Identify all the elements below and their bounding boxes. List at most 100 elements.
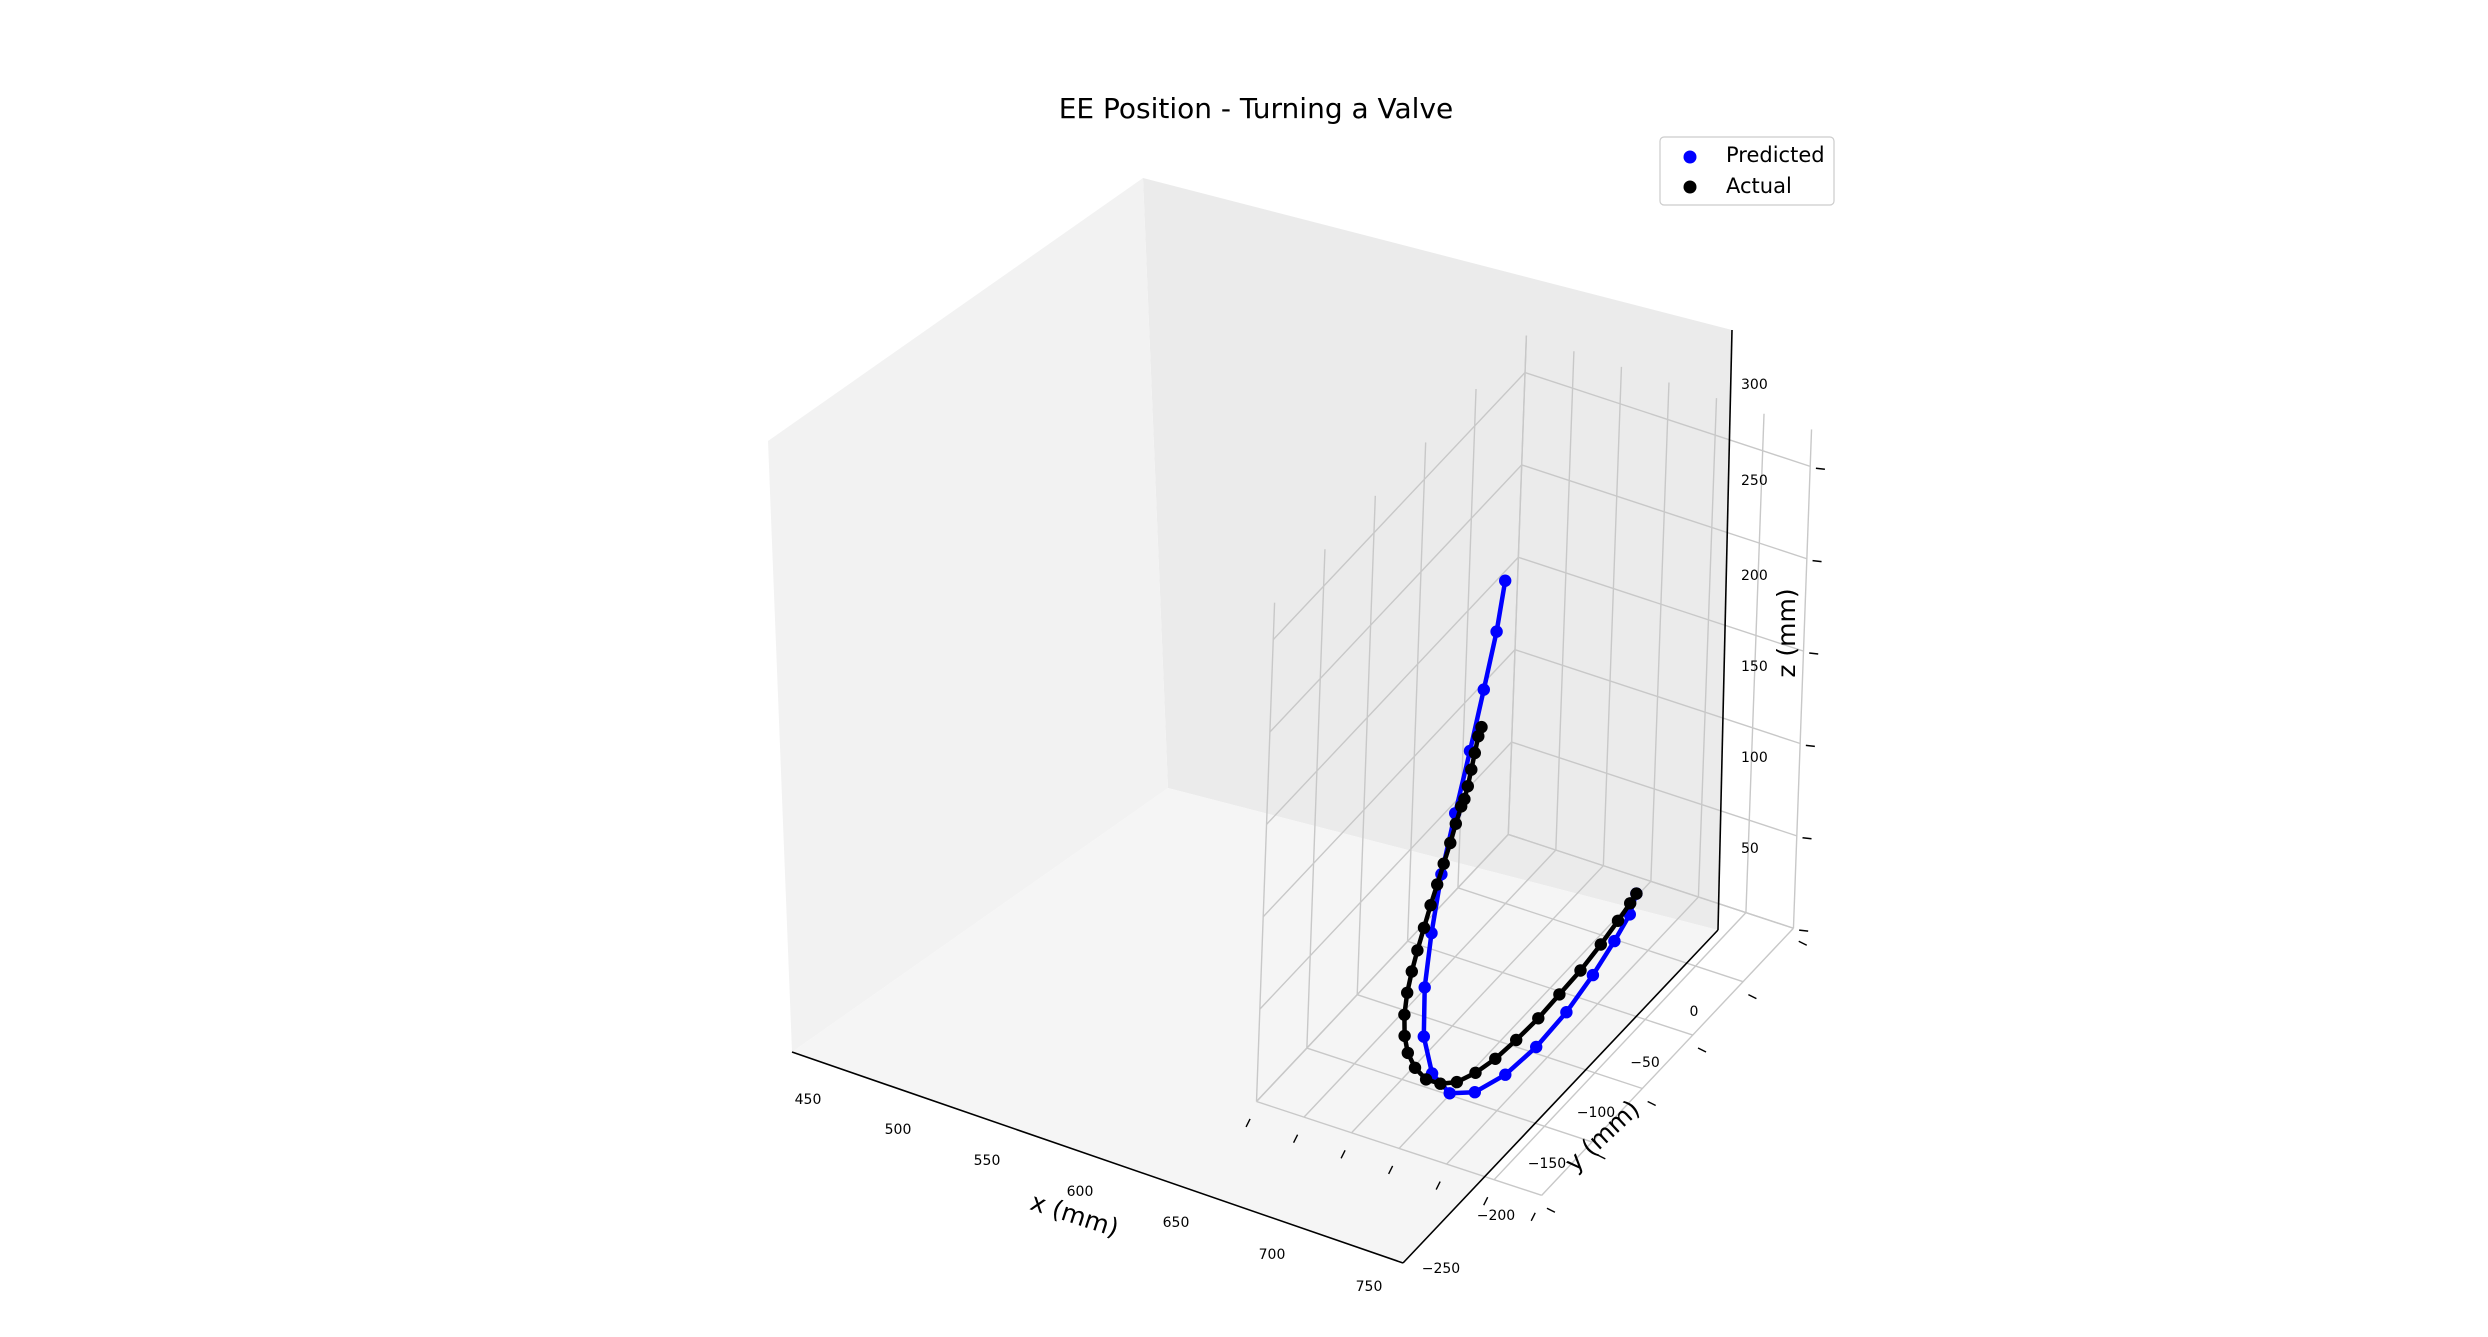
grid-line — [1650, 382, 1670, 882]
legend-label-predicted: Predicted — [1726, 143, 1825, 167]
data-point-actual — [1465, 763, 1478, 776]
tick-mark — [1435, 1181, 1441, 1190]
x-tick-label: 500 — [885, 1122, 912, 1138]
axis-line — [1402, 929, 1719, 1264]
data-point-predicted — [1586, 968, 1600, 982]
z-tick-label: 300 — [1741, 377, 1768, 393]
data-point-actual — [1468, 746, 1482, 760]
data-point-actual — [1431, 878, 1444, 891]
grid-line — [1508, 833, 1794, 929]
data-point-predicted — [1490, 625, 1503, 638]
tick-mark — [1812, 559, 1822, 563]
data-point-predicted — [1418, 981, 1431, 994]
tick-mark — [1815, 467, 1825, 470]
legend-box — [1659, 136, 1835, 206]
data-point-actual — [1449, 817, 1463, 830]
data-point-actual — [1398, 1029, 1411, 1043]
data-point-predicted — [1608, 934, 1621, 948]
grid-line — [1356, 495, 1377, 995]
z-tick-label: 250 — [1741, 473, 1768, 489]
grid-line — [1555, 351, 1575, 851]
data-point-actual — [1437, 857, 1450, 870]
left-pane — [768, 178, 1168, 1052]
tick-mark — [1805, 744, 1815, 748]
z-tick-label: 200 — [1741, 568, 1768, 584]
data-point-actual — [1469, 1066, 1482, 1080]
tick-mark — [1340, 1149, 1346, 1159]
grid-line — [1457, 887, 1744, 983]
data-point-actual — [1489, 1052, 1502, 1066]
grid-line — [1262, 649, 1516, 918]
data-point-actual — [1553, 988, 1566, 1001]
data-point-actual — [1419, 1073, 1433, 1086]
grid-line — [1269, 464, 1523, 733]
tick-mark — [1546, 1207, 1556, 1213]
grid-line — [1398, 880, 1652, 1149]
grid-line — [1256, 1100, 1542, 1197]
data-point-predicted — [1530, 1040, 1543, 1054]
data-point-actual — [1594, 938, 1608, 951]
y-tick-label: −200 — [1477, 1208, 1515, 1224]
y-tick-label: 0 — [1690, 1004, 1699, 1020]
tick-mark — [1809, 652, 1819, 655]
grid-line — [1524, 371, 1811, 468]
axes-frame — [791, 329, 1733, 1264]
grid-line — [1518, 556, 1804, 652]
data-point-actual — [1417, 921, 1431, 934]
grid-line — [1493, 912, 1747, 1181]
data-point-actual — [1424, 899, 1437, 912]
data-point-actual — [1434, 1077, 1447, 1090]
data-point-actual — [1624, 897, 1637, 910]
grid-line — [1521, 464, 1808, 560]
data-point-actual — [1411, 944, 1424, 957]
tick-mark — [1799, 929, 1809, 932]
data-point-predicted — [1560, 1006, 1573, 1019]
legend-marker-actual — [1683, 180, 1697, 194]
x-tick-label: 750 — [1356, 1279, 1383, 1295]
data-point-actual — [1611, 914, 1625, 927]
legend: Predicted Actual — [1659, 136, 1835, 206]
grid-line — [1303, 849, 1557, 1118]
grid-line — [1507, 335, 1528, 835]
data-point-predicted — [1443, 1087, 1456, 1100]
z-tick-label: 50 — [1741, 841, 1759, 857]
data-point-actual — [1398, 1008, 1411, 1021]
legend-marker-predicted — [1683, 150, 1697, 164]
floor-pane — [792, 788, 1718, 1263]
x-tick-label: 600 — [1067, 1184, 1094, 1200]
grid-line — [1255, 833, 1509, 1102]
grid-line — [1446, 896, 1699, 1165]
x-tick-labels: 450 500 550 600 650 700 750 — [795, 1092, 1383, 1295]
x-tick-label: 650 — [1163, 1215, 1190, 1231]
tick-mark — [1483, 1196, 1489, 1206]
data-point-actual — [1450, 1075, 1464, 1089]
y-tick-label: −50 — [1630, 1055, 1660, 1071]
axis-line — [791, 1051, 1404, 1264]
data-point-actual — [1405, 965, 1419, 978]
z-tick-label: 100 — [1741, 750, 1768, 766]
legend-label-actual: Actual — [1726, 174, 1792, 198]
tick-mark — [1530, 1212, 1536, 1222]
tick-mark — [1596, 1154, 1606, 1160]
data-point-actual — [1574, 964, 1587, 977]
grid-line — [1514, 648, 1801, 745]
data-point-actual — [1455, 800, 1468, 813]
data-point-predicted — [1477, 683, 1491, 696]
grid-line — [1511, 741, 1798, 837]
data-point-actual — [1532, 1012, 1545, 1025]
series-layer — [1398, 574, 1643, 1100]
x-tick-label: 550 — [974, 1153, 1001, 1169]
data-point-actual — [1461, 780, 1475, 793]
data-point-predicted — [1499, 574, 1512, 587]
data-point-actual — [1408, 1061, 1422, 1075]
tick-mark — [1292, 1134, 1299, 1143]
grid-line — [1602, 366, 1623, 866]
tick-mark — [1802, 837, 1812, 840]
tick-mark — [1647, 1100, 1656, 1107]
y-tick-label: −150 — [1528, 1156, 1566, 1172]
data-point-predicted — [1417, 1030, 1431, 1043]
tick-mark — [1245, 1118, 1251, 1128]
grid-line — [1306, 549, 1326, 1049]
tick-mark — [1388, 1165, 1394, 1175]
